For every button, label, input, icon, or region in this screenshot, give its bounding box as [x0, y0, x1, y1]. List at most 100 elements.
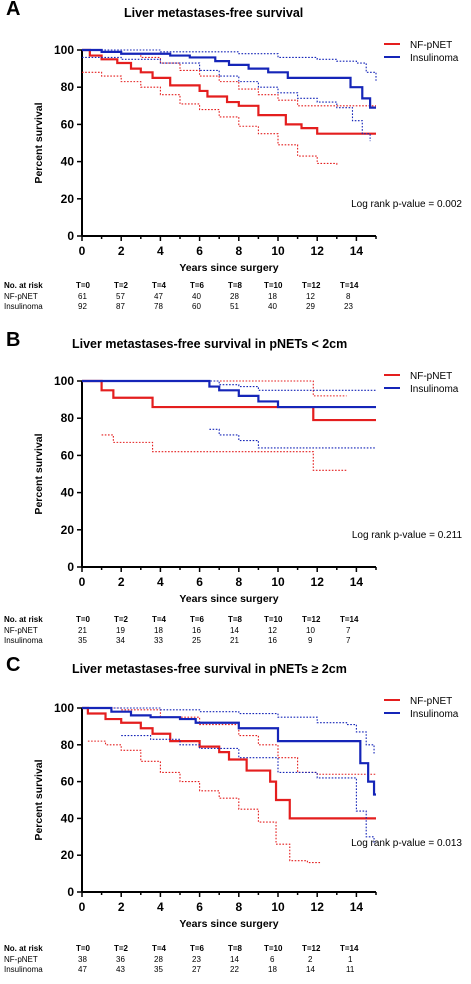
- x-tick-label: 14: [350, 575, 364, 589]
- risk-header-t2: T=2: [114, 615, 129, 624]
- y-tick-label: 0: [67, 560, 74, 574]
- risk-cell: 12: [306, 292, 315, 301]
- y-tick-label: 100: [54, 701, 74, 715]
- insulinoma-survival-line: [82, 706, 376, 796]
- insulinoma-ci-line: [121, 735, 375, 845]
- y-tick-label: 80: [61, 738, 75, 752]
- risk-header-label: No. at risk: [4, 281, 43, 290]
- risk-cell: 61: [78, 292, 87, 301]
- risk-header-t4: T=4: [152, 944, 167, 953]
- chart-title: Liver metastases-free survival in pNETs …: [72, 662, 347, 676]
- risk-header-t8: T=8: [228, 281, 243, 290]
- x-axis-label: Years since surgery: [179, 593, 278, 605]
- x-tick-label: 10: [271, 575, 285, 589]
- insulinoma-survival-line: [82, 48, 376, 109]
- risk-header-t8: T=8: [228, 615, 243, 624]
- risk-cell: 10: [306, 626, 315, 635]
- chart-title: Liver metastases-free survival: [124, 6, 304, 20]
- risk-cell: 7: [346, 636, 351, 645]
- risk-header-label: No. at risk: [4, 944, 43, 953]
- survival-chart-b: 0 20 40 60 80 100 0 2 4 6 8 10 12 14 Years since surge…: [33, 371, 463, 605]
- survival-chart-c: 0 20 40 60 80 100 0 2 4 6 8 10 12 14 Years since surge…: [33, 696, 462, 930]
- risk-row-label: NF-pNET: [4, 626, 38, 635]
- risk-table: No. at risk T=0 T=2 T=4 T=6 T=8 T=10 T=1…: [0, 944, 471, 984]
- panel-b: B Liver metastases-free survival in pNET…: [0, 329, 471, 661]
- y-tick-label: 0: [67, 885, 74, 899]
- risk-cell: 21: [78, 626, 87, 635]
- risk-cell: 16: [192, 626, 201, 635]
- legend-label-insulinoma: Insulinoma: [410, 53, 459, 64]
- panel-c: C Liver metastases-free survival in pNET…: [0, 654, 471, 984]
- risk-cell: 18: [268, 292, 277, 301]
- risk-header-t6: T=6: [190, 281, 205, 290]
- x-tick-label: 4: [157, 900, 164, 914]
- risk-cell: 36: [116, 955, 125, 964]
- risk-cell: 47: [78, 965, 87, 974]
- x-tick-label: 14: [350, 244, 364, 258]
- y-tick-label: 40: [61, 155, 75, 169]
- nf-pnet-ci-line: [82, 71, 338, 166]
- risk-cell: 14: [306, 965, 315, 974]
- p-value-annotation: Log rank p-value = 0.002: [351, 199, 462, 210]
- risk-table: No. at risk T=0 T=2 T=4 T=6 T=8 T=10 T=1…: [0, 615, 471, 661]
- risk-header-t0: T=0: [76, 944, 91, 953]
- risk-header-t12: T=12: [302, 944, 321, 953]
- nf-pnet-ci-line: [87, 740, 322, 864]
- risk-cell: 14: [230, 626, 239, 635]
- risk-row-label: Insulinoma: [4, 965, 43, 974]
- x-tick-label: 12: [311, 244, 325, 258]
- risk-header-t4: T=4: [152, 615, 167, 624]
- risk-header-t4: T=4: [152, 281, 167, 290]
- x-tick-label: 4: [157, 575, 164, 589]
- x-tick-label: 2: [118, 575, 125, 589]
- risk-cell: 2: [308, 955, 313, 964]
- p-value-annotation: Log rank p-value = 0.211: [352, 530, 463, 541]
- risk-cell: 28: [230, 292, 239, 301]
- y-tick-label: 40: [61, 811, 75, 825]
- risk-cell: 40: [268, 302, 277, 311]
- y-axis-label: Percent survival: [33, 759, 45, 840]
- risk-header-t12: T=12: [302, 615, 321, 624]
- legend-label-nf-pnet: NF-pNET: [410, 40, 452, 51]
- risk-cell: 33: [154, 636, 163, 645]
- panel-letter: B: [6, 329, 21, 351]
- insulinoma-ci-line: [82, 707, 375, 754]
- risk-cell: 51: [230, 302, 239, 311]
- nf-pnet-ci-line: [101, 434, 347, 471]
- risk-cell: 22: [230, 965, 239, 974]
- y-axis-label: Percent survival: [33, 433, 45, 514]
- y-tick-label: 60: [61, 775, 75, 789]
- risk-cell: 60: [192, 302, 201, 311]
- risk-header-label: No. at risk: [4, 615, 43, 624]
- y-tick-label: 100: [54, 43, 74, 57]
- x-tick-label: 0: [79, 900, 86, 914]
- risk-header-t6: T=6: [190, 615, 205, 624]
- risk-row-label: Insulinoma: [4, 636, 43, 645]
- risk-row-label: NF-pNET: [4, 955, 38, 964]
- chart-title: Liver metastases-free survival in pNETs …: [72, 337, 348, 351]
- nf-pnet-survival-line: [82, 48, 376, 135]
- x-tick-label: 6: [196, 900, 203, 914]
- risk-header-t10: T=10: [264, 944, 283, 953]
- x-tick-label: 2: [118, 244, 125, 258]
- y-axis-label: Percent survival: [33, 102, 45, 183]
- risk-cell: 18: [268, 965, 277, 974]
- risk-cell: 28: [154, 955, 163, 964]
- legend-label-insulinoma: Insulinoma: [410, 709, 459, 720]
- risk-cell: 16: [268, 636, 277, 645]
- risk-cell: 8: [346, 292, 351, 301]
- x-tick-label: 2: [118, 900, 125, 914]
- risk-cell: 34: [116, 636, 125, 645]
- risk-header-t14: T=14: [340, 615, 359, 624]
- nf-pnet-survival-line: [82, 379, 376, 422]
- p-value-annotation: Log rank p-value = 0.013: [351, 838, 462, 849]
- nf-pnet-ci-line: [101, 380, 347, 397]
- risk-header-t0: T=0: [76, 615, 91, 624]
- risk-header-t8: T=8: [228, 944, 243, 953]
- risk-cell: 21: [230, 636, 239, 645]
- risk-cell: 19: [116, 626, 125, 635]
- x-tick-label: 14: [350, 900, 364, 914]
- risk-header-t14: T=14: [340, 281, 359, 290]
- risk-header-t10: T=10: [264, 615, 283, 624]
- risk-cell: 29: [306, 302, 315, 311]
